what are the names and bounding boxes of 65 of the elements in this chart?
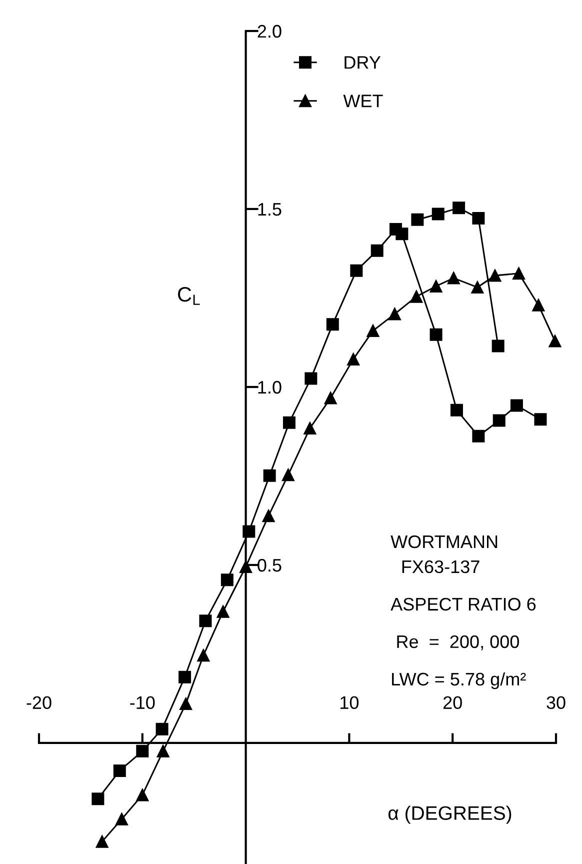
point xyxy=(216,605,230,618)
point xyxy=(197,649,210,662)
point xyxy=(324,392,337,404)
point xyxy=(220,574,234,586)
point xyxy=(534,413,547,426)
point xyxy=(447,272,460,284)
point xyxy=(410,290,423,303)
x-axis-title: α (DEGREES) xyxy=(388,806,512,824)
point xyxy=(396,228,408,240)
point xyxy=(411,213,424,226)
annotation: Re = 200, 000 xyxy=(397,635,519,650)
point xyxy=(304,372,318,385)
point xyxy=(262,510,275,522)
point xyxy=(282,416,296,429)
annotation: ASPECT RATIO 6 xyxy=(390,598,536,611)
point xyxy=(178,670,192,684)
point xyxy=(370,244,384,257)
point xyxy=(180,698,192,710)
y-axis-title: C$_{L}$ xyxy=(178,286,200,305)
point xyxy=(366,324,380,337)
point xyxy=(282,468,294,482)
point xyxy=(263,469,276,482)
point xyxy=(430,328,442,341)
y-tick-label: 1.0 xyxy=(258,380,282,394)
point xyxy=(492,340,504,352)
x-tick-label: 10 xyxy=(340,696,359,710)
point xyxy=(471,281,484,294)
x-tick-label: 20 xyxy=(443,696,462,710)
point xyxy=(350,264,363,277)
point xyxy=(136,744,149,758)
y-tick-label: 2.0 xyxy=(258,24,282,38)
point xyxy=(510,399,523,412)
y-tick-label: 1.5 xyxy=(258,203,282,216)
legend-label: DRY xyxy=(344,56,381,69)
point xyxy=(532,298,545,312)
point xyxy=(548,334,562,348)
point xyxy=(156,722,168,736)
point xyxy=(96,835,108,848)
point xyxy=(492,414,506,427)
point xyxy=(326,318,339,331)
legend-label: WET xyxy=(343,94,383,108)
point xyxy=(388,308,401,320)
y-tick-label: 0.5 xyxy=(258,558,282,572)
point xyxy=(430,280,442,292)
point xyxy=(432,208,444,220)
point xyxy=(472,430,485,442)
point xyxy=(136,788,149,802)
point xyxy=(347,352,360,366)
point xyxy=(512,267,526,280)
point xyxy=(92,792,104,806)
point xyxy=(199,614,212,628)
point xyxy=(115,812,128,826)
point xyxy=(304,422,316,435)
point xyxy=(472,212,485,224)
point xyxy=(156,744,170,758)
point xyxy=(488,269,502,282)
point xyxy=(450,404,463,416)
point xyxy=(452,202,466,214)
x-tick-label: -20 xyxy=(26,696,52,710)
annotation: LWC = 5.78 g/m² xyxy=(392,672,526,690)
x-tick-label: -10 xyxy=(130,696,155,710)
point xyxy=(113,764,126,777)
annotation: WORTMANN xyxy=(390,535,498,548)
annotation: FX63-137 xyxy=(402,560,480,574)
x-tick-label: 30 xyxy=(546,696,566,710)
